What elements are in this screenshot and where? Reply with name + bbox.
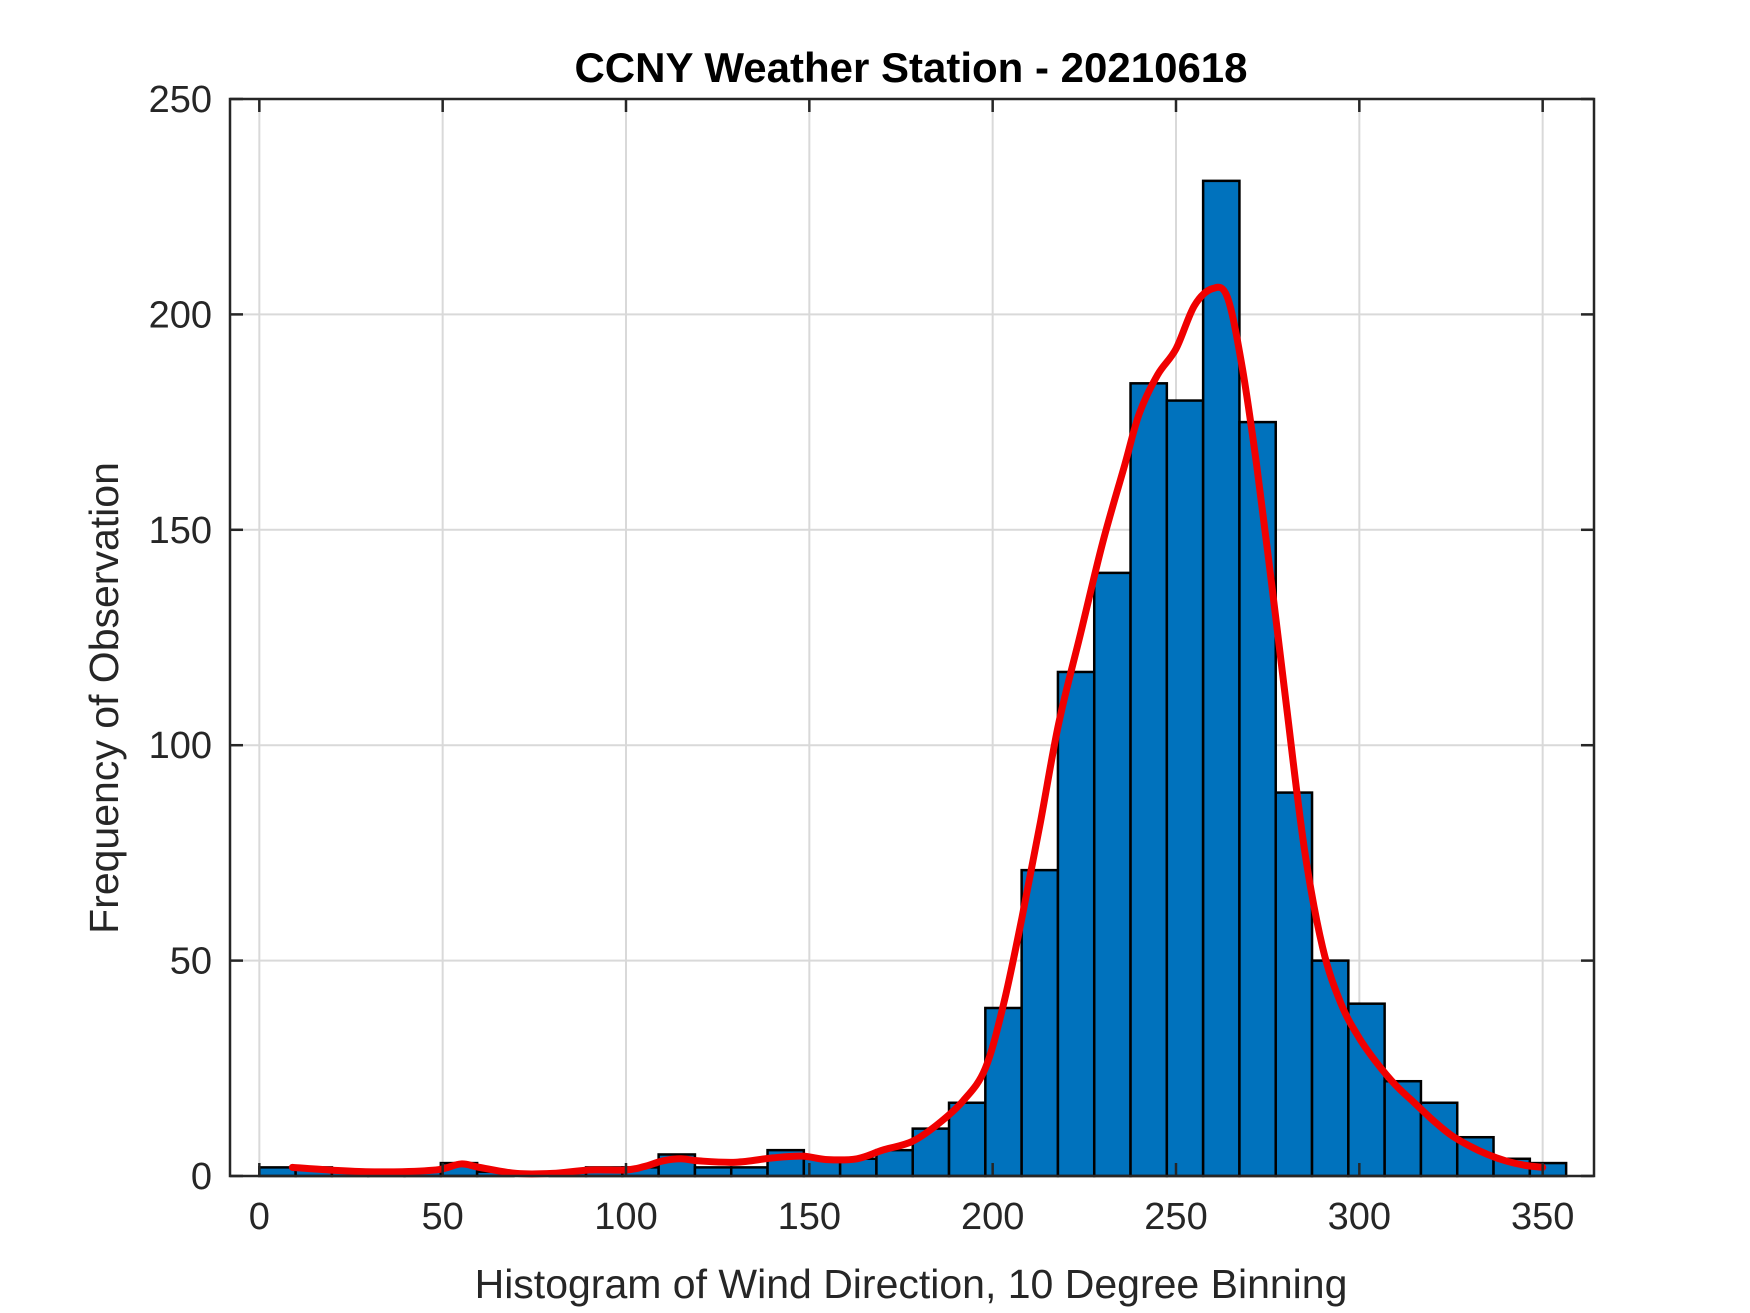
axis-ticks: 0 50 100 150 200 250 300 350 0 50 100 150 200 250 [149,79,1594,1238]
x-tick-label: 300 [1328,1196,1391,1238]
y-tick-label: 250 [149,79,212,121]
x-tick-label: 0 [249,1196,270,1238]
density-curve-line [288,283,1547,1178]
y-axis-label: Frequency of Observation [81,462,127,934]
histogram-bar [1383,1079,1423,1178]
x-tick-label: 100 [594,1196,657,1238]
x-tick-label: 200 [961,1196,1024,1238]
x-tick-label: 350 [1511,1196,1574,1238]
y-tick-label: 0 [191,1156,212,1198]
y-tick-label: 150 [149,510,212,552]
y-tick-label: 100 [149,725,212,767]
x-tick-label: 150 [778,1196,841,1238]
histogram-bar [1201,179,1241,1178]
chart-title: CCNY Weather Station - 20210618 [574,44,1247,91]
x-tick-label: 50 [422,1196,464,1238]
histogram-bar [1020,868,1060,1178]
x-axis-label: Histogram of Wind Direction, 10 Degree B… [475,1261,1348,1307]
histogram-bar [1056,670,1096,1178]
histogram-bars [258,179,1568,1178]
histogram-bar [729,1166,769,1178]
histogram-bar [1238,420,1277,1178]
histogram-bar [693,1166,733,1178]
grid-lines [230,98,1594,1177]
x-tick-label: 250 [1144,1196,1207,1238]
y-tick-label: 200 [149,294,212,336]
axes-frame [228,97,1596,1178]
histogram-bar [984,1006,1023,1178]
histogram-bar [1092,571,1132,1178]
histogram-bar [1165,399,1205,1178]
histogram-bar [1129,382,1169,1178]
plot-box [228,97,1596,1178]
density-curve [288,283,1547,1178]
histogram-bar [1310,959,1350,1178]
y-tick-label: 50 [170,941,212,983]
